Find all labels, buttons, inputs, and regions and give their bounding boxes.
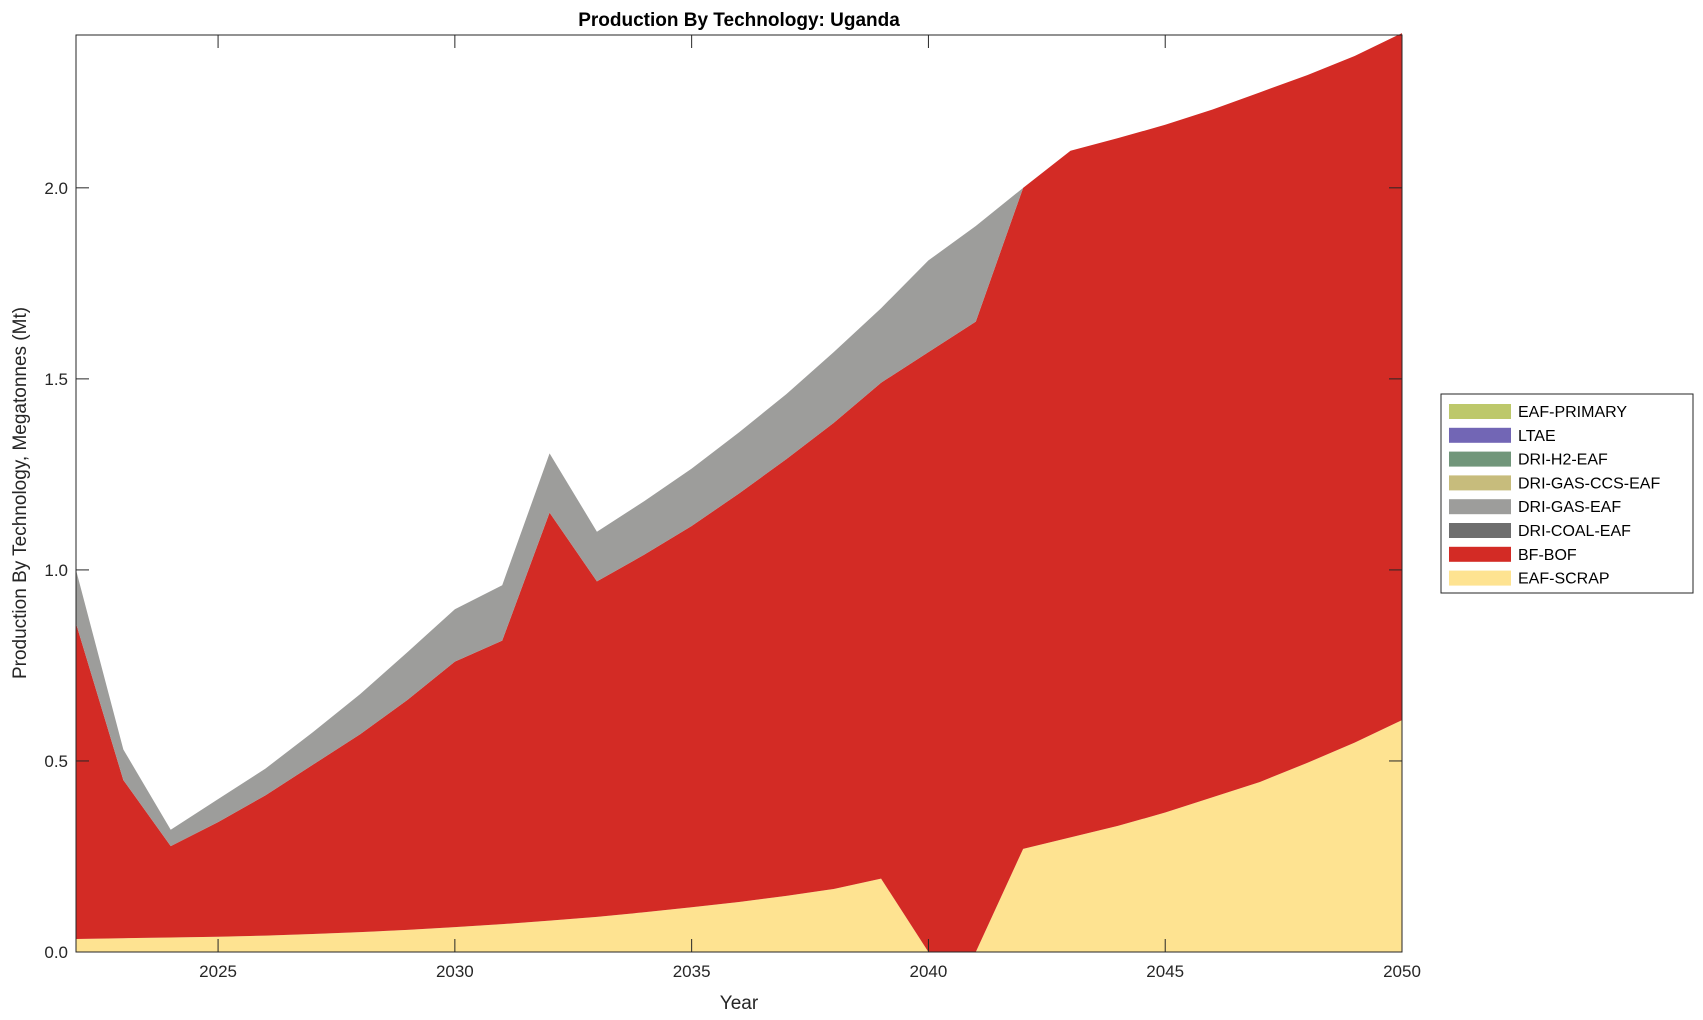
area-bf-bof	[76, 33, 1402, 952]
legend-swatch	[1449, 523, 1511, 538]
y-tick-label: 0.0	[44, 943, 68, 962]
y-tick-label: 0.5	[44, 752, 68, 771]
area-eaf-scrap	[76, 720, 1402, 952]
legend-label: BF-BOF	[1518, 547, 1577, 564]
legend-label: DRI-COAL-EAF	[1518, 523, 1631, 540]
y-axis-label: Production By Technology, Megatonnes (Mt…	[10, 307, 31, 679]
x-tick-label: 2050	[1383, 962, 1421, 981]
areas	[76, 33, 1402, 952]
x-tick-label: 2035	[673, 962, 711, 981]
y-tick-label: 1.0	[44, 561, 68, 580]
legend-label: DRI-H2-EAF	[1518, 452, 1608, 469]
legend-label: LTAE	[1518, 428, 1556, 445]
x-tick-label: 2025	[199, 962, 237, 981]
legend-swatch	[1449, 404, 1511, 419]
legend-label: EAF-PRIMARY	[1518, 404, 1627, 421]
legend-swatch	[1449, 570, 1511, 586]
x-tick-label: 2030	[436, 962, 474, 981]
legend-box	[1440, 393, 1694, 594]
chart-title: Production By Technology: Uganda	[578, 10, 900, 31]
legend-label: DRI-GAS-EAF	[1518, 499, 1621, 516]
x-axis-label: Year	[720, 993, 759, 1014]
legend-swatch	[1449, 546, 1511, 562]
x-tick-label: 2045	[1146, 962, 1184, 981]
legend-swatch	[1449, 475, 1511, 491]
legend: EAF-PRIMARY LTAE DRI-H2-EAF DRI-GAS-CCS-EAF…	[1440, 393, 1694, 594]
legend-swatch	[1449, 451, 1511, 467]
area-dri-gas-eaf	[76, 33, 1402, 847]
axes: 2025 2030 2035 2040 2045 2050 0.0 0.5 1.0 1.5 2.0	[44, 34, 1421, 981]
legend-label: DRI-GAS-CCS-EAF	[1518, 475, 1660, 492]
plot-frame	[75, 34, 1403, 953]
legend-swatch	[1449, 427, 1511, 443]
legend-swatch	[1449, 499, 1511, 515]
y-tick-label: 1.5	[44, 370, 68, 389]
y-tick-label: 2.0	[44, 179, 68, 198]
x-tick-label: 2040	[910, 962, 948, 981]
legend-label: EAF-SCRAP	[1518, 571, 1610, 588]
